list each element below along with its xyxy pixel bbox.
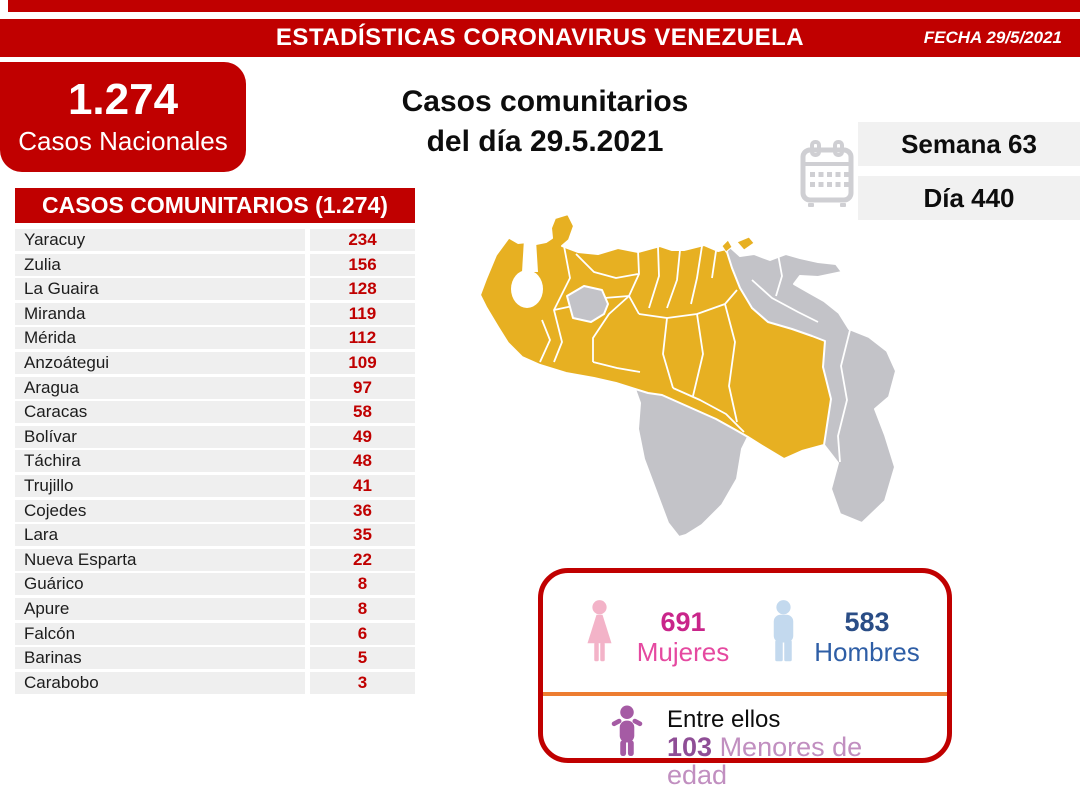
- state-cases-value: 156: [310, 253, 415, 276]
- table-row: Anzoátegui 109: [15, 351, 415, 374]
- national-cases-value: 1.274: [67, 75, 179, 124]
- state-name: Aragua: [15, 376, 305, 399]
- table-row: Apure 8: [15, 597, 415, 620]
- table-row: Yaracuy 234: [15, 229, 415, 251]
- map-gray-state-central: [566, 285, 609, 323]
- table-row: Falcón 6: [15, 622, 415, 645]
- state-name: Carabobo: [15, 671, 305, 694]
- state-cases-value: 3: [310, 671, 415, 694]
- men-stat: 583 Hombres: [807, 607, 927, 667]
- state-name: Guárico: [15, 573, 305, 596]
- state-cases-value: 35: [310, 524, 415, 547]
- week-box: Semana 63: [858, 122, 1080, 166]
- demographics-box: 691 Mujeres 583 Hombres: [538, 568, 952, 789]
- table-row: Bolívar 49: [15, 425, 415, 448]
- date-label: FECHA 29/5/2021: [923, 28, 1062, 47]
- venezuela-map: [479, 213, 897, 538]
- table-row: La Guaira 128: [15, 278, 415, 301]
- state-name: Falcón: [15, 622, 305, 645]
- state-cases-value: 128: [310, 278, 415, 301]
- state-cases-value: 234: [310, 229, 415, 251]
- minors-line: 103 Menores de edad: [667, 733, 927, 789]
- orange-divider: [543, 692, 947, 696]
- minors-stat: Entre ellos 103 Menores de edad: [667, 706, 927, 790]
- state-name: Mérida: [15, 327, 305, 350]
- state-name: Bolívar: [15, 425, 305, 448]
- table-row: Lara 35: [15, 524, 415, 547]
- women-count: 691: [660, 607, 706, 637]
- state-name: Caracas: [15, 401, 305, 424]
- state-cases-value: 49: [310, 425, 415, 448]
- header-banner: ESTADÍSTICAS CORONAVIRUS VENEZUELA FECHA…: [0, 19, 1080, 57]
- page-title: ESTADÍSTICAS CORONAVIRUS VENEZUELA: [275, 24, 805, 51]
- state-name: Apure: [15, 597, 305, 620]
- state-name: Yaracuy: [15, 229, 305, 251]
- women-stat: 691 Mujeres: [627, 607, 739, 667]
- men-count: 583: [844, 607, 890, 637]
- state-name: Zulia: [15, 253, 305, 276]
- week-label: Semana 63: [901, 128, 1037, 159]
- state-name: Anzoátegui: [15, 351, 305, 374]
- state-cases-value: 36: [310, 499, 415, 522]
- state-name: La Guaira: [15, 278, 305, 301]
- table-row: Táchira 48: [15, 450, 415, 473]
- national-cases-box: 1.274 Casos Nacionales: [0, 62, 246, 172]
- table-row: Trujillo 41: [15, 474, 415, 497]
- state-cases-value: 109: [310, 351, 415, 374]
- state-name: Trujillo: [15, 474, 305, 497]
- state-cases-value: 97: [310, 376, 415, 399]
- table-row: Guárico 8: [15, 573, 415, 596]
- lake-maracaibo: [504, 228, 543, 308]
- table-row: Zulia 156: [15, 253, 415, 276]
- national-cases-label: Casos Nacionales: [18, 126, 228, 157]
- state-name: Táchira: [15, 450, 305, 473]
- top-accent-strip: [8, 0, 1080, 12]
- state-cases-value: 41: [310, 474, 415, 497]
- table-row: Nueva Esparta 22: [15, 548, 415, 571]
- map-affected-region: [479, 213, 832, 460]
- state-cases-value: 8: [310, 573, 415, 596]
- male-icon: [761, 590, 806, 674]
- state-cases-value: 48: [310, 450, 415, 473]
- state-name: Barinas: [15, 647, 305, 670]
- table-row: Aragua 97: [15, 376, 415, 399]
- men-label: Hombres: [814, 637, 920, 667]
- table-row: Barinas 5: [15, 647, 415, 670]
- table-row: Mérida 112: [15, 327, 415, 350]
- minors-label: Menores de edad: [667, 732, 863, 790]
- state-cases-value: 119: [310, 302, 415, 325]
- table-row: Cojedes 36: [15, 499, 415, 522]
- state-name: Cojedes: [15, 499, 305, 522]
- state-cases-value: 112: [310, 327, 415, 350]
- state-cases-value: 5: [310, 647, 415, 670]
- cases-table-title: CASOS COMUNITARIOS (1.274): [42, 192, 388, 218]
- cases-table-header: CASOS COMUNITARIOS (1.274): [15, 188, 415, 223]
- table-row: Carabobo 3: [15, 671, 415, 694]
- main-title-line2: del día 29.5.2021: [426, 125, 664, 158]
- cases-table: Yaracuy 234 Zulia 156 La Guaira 128 Miranda 119…: [15, 229, 415, 696]
- state-borders: [539, 245, 745, 433]
- state-cases-value: 58: [310, 401, 415, 424]
- state-cases-value: 22: [310, 548, 415, 571]
- women-label: Mujeres: [636, 637, 730, 667]
- child-icon: [609, 705, 645, 757]
- main-title-line1: Casos comunitarios: [401, 85, 689, 118]
- state-cases-value: 6: [310, 622, 415, 645]
- state-name: Miranda: [15, 302, 305, 325]
- table-row: Miranda 119: [15, 302, 415, 325]
- gray-state-borders: [751, 253, 851, 463]
- state-name: Lara: [15, 524, 305, 547]
- female-icon: [577, 590, 622, 674]
- minors-count: 103: [667, 732, 713, 762]
- day-box: Día 440: [858, 176, 1080, 220]
- state-name: Nueva Esparta: [15, 548, 305, 571]
- table-row: Caracas 58: [15, 401, 415, 424]
- margarita-islands: [721, 236, 755, 253]
- main-title: Casos comunitarios del día 29.5.2021: [330, 82, 760, 162]
- minors-intro: Entre ellos: [667, 706, 781, 733]
- day-label: Día 440: [923, 182, 1015, 213]
- calendar-icon: [800, 140, 854, 210]
- state-cases-value: 8: [310, 597, 415, 620]
